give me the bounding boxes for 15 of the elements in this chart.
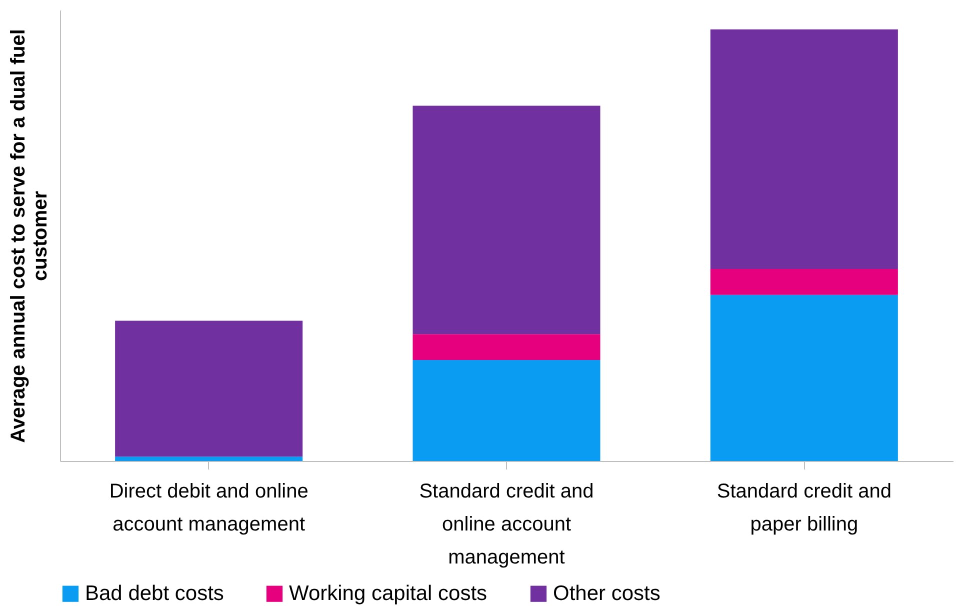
bar [115, 320, 303, 457]
bar [710, 268, 898, 295]
legend-label: Working capital costs [289, 582, 488, 605]
bar [412, 360, 600, 461]
bar [710, 294, 898, 461]
x-tick-label: Standard credit and online account management [419, 480, 594, 568]
x-tick-label: Direct debit and online account management [109, 480, 308, 536]
x-tick-label: Standard credit and paper billing [716, 480, 892, 536]
bar [412, 106, 600, 334]
bar [115, 456, 303, 461]
legend-label: Bad debt costs [85, 582, 224, 605]
legend-label: Other costs [553, 582, 660, 605]
bar [412, 334, 600, 360]
bar [710, 29, 898, 269]
y-axis-title: Average annual cost to serve for a dual fuel customer [8, 29, 52, 443]
